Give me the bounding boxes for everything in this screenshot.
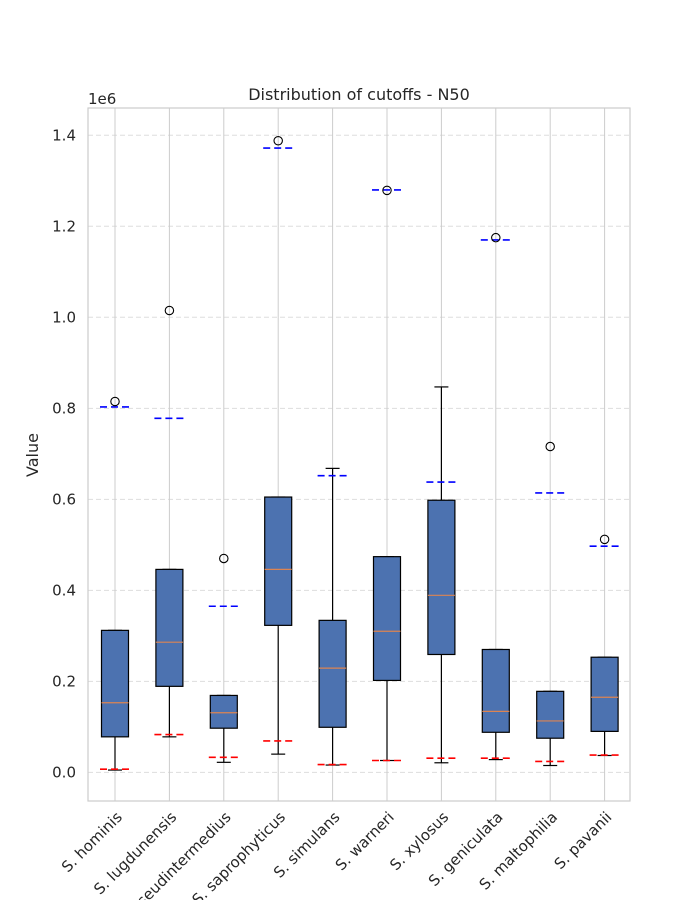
box-group xyxy=(426,386,457,764)
chart-title: Distribution of cutoffs - N50 xyxy=(248,85,470,104)
outlier-point xyxy=(273,136,283,146)
y-tick-label: 0.0 xyxy=(52,763,76,781)
outlier-point xyxy=(164,305,175,316)
box xyxy=(155,568,184,687)
y-tick-label: 1.2 xyxy=(52,217,76,235)
box xyxy=(100,629,130,738)
box xyxy=(209,694,238,729)
box-group xyxy=(589,534,620,757)
box-group xyxy=(263,136,294,755)
plot-frame xyxy=(87,107,631,802)
box xyxy=(590,656,619,732)
box xyxy=(481,648,510,733)
y-offset-label: 1e6 xyxy=(88,90,116,108)
plot-layer xyxy=(100,136,620,771)
y-axis-label: Value xyxy=(23,433,42,477)
y-tick-label: 0.8 xyxy=(52,399,76,417)
y-tick-label: 1.4 xyxy=(52,126,76,144)
box xyxy=(264,496,293,626)
y-tick-labels: 0.0 0.2 0.4 0.6 0.8 1.0 1.2 1.4 xyxy=(52,126,76,781)
outlier-point xyxy=(545,441,555,452)
box-group xyxy=(100,396,130,771)
outlier-point xyxy=(219,553,229,564)
y-tick-label: 0.6 xyxy=(52,490,76,508)
box xyxy=(427,499,456,656)
outlier-point xyxy=(491,232,501,243)
outlier-point xyxy=(599,534,610,545)
box-group xyxy=(154,305,185,738)
y-tick-label: 1.0 xyxy=(52,308,76,326)
y-tick-label: 0.2 xyxy=(52,672,76,690)
box xyxy=(318,619,347,728)
box-group xyxy=(535,441,566,767)
x-tick-label: S. saprophyticus xyxy=(189,808,290,900)
x-tick-label: S. pavanii xyxy=(551,808,616,873)
box-group xyxy=(372,185,402,762)
box xyxy=(536,690,565,739)
box-group xyxy=(480,232,511,761)
box xyxy=(372,556,402,682)
y-tick-label: 0.4 xyxy=(52,581,76,599)
outlier-point xyxy=(382,185,392,196)
box-group xyxy=(208,553,239,763)
box-group xyxy=(317,467,348,766)
outlier-point xyxy=(110,396,120,407)
